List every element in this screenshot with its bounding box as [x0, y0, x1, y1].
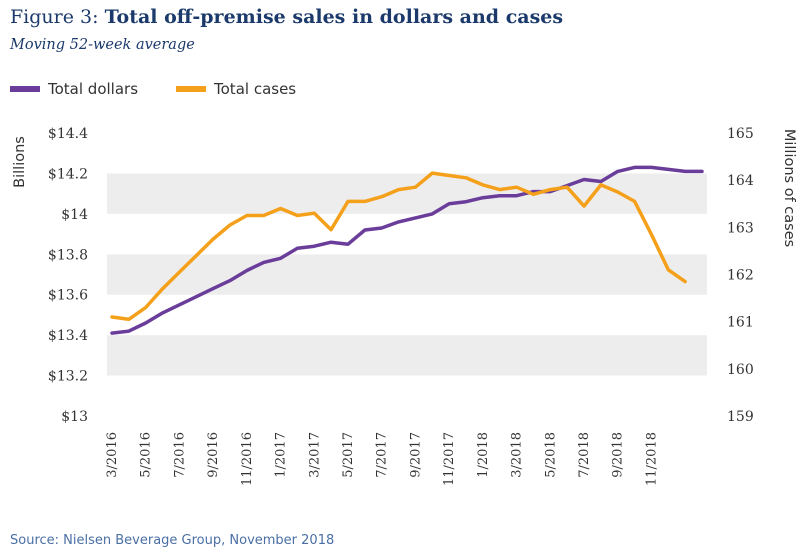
y-left-tick-label: $13.6	[48, 288, 88, 304]
y-left-tick-label: $14.4	[48, 126, 88, 142]
y-right-tick-label: 162	[727, 268, 754, 284]
chart-title: Figure 3: Total off-premise sales in dol…	[10, 6, 563, 28]
legend-swatch-cases	[176, 86, 207, 92]
y-axis-right-label: Millions of cases	[781, 129, 797, 247]
x-tick-label: 11/2016	[240, 432, 255, 486]
x-tick-label: 11/2018	[644, 432, 659, 486]
y-right-tick-label: 165	[727, 126, 754, 142]
x-tick-label: 11/2017	[442, 432, 457, 486]
x-tick-label: 9/2018	[611, 432, 626, 478]
y-axis-left: $13 $13.2 $13.4 $13.6 $13.8 $14 $14.2 $14.4	[48, 126, 88, 425]
y-left-tick-label: $14	[61, 207, 88, 223]
x-tick-label: 9/2017	[408, 432, 423, 478]
chart-subtitle: Moving 52-week average	[10, 37, 195, 53]
y-left-tick-label: $14.2	[48, 166, 88, 182]
legend-swatch-dollars	[10, 86, 40, 92]
y-left-tick-label: $13.2	[48, 369, 88, 385]
legend: Total dollars Total cases	[10, 80, 334, 98]
x-tick-label: 3/2018	[510, 432, 525, 478]
x-tick-label: 5/2017	[341, 432, 356, 478]
x-tick-label: 3/2016	[105, 432, 120, 478]
y-left-tick-label: $13.8	[48, 247, 88, 263]
y-left-tick-label: $13.4	[48, 328, 88, 344]
y-right-tick-label: 159	[727, 409, 754, 425]
line-chart: $13 $13.2 $13.4 $13.6 $13.8 $14 $14.2 $14.4 159…	[12, 126, 797, 486]
legend-item-dollars: Total dollars	[10, 80, 138, 98]
y-left-tick-label: $13	[61, 409, 88, 425]
source-note: Source: Nielsen Beverage Group, November…	[10, 533, 335, 548]
x-tick-label: 3/2017	[307, 432, 322, 478]
y-right-tick-label: 164	[727, 173, 754, 189]
grid-band	[107, 335, 707, 376]
series-line-cases	[110, 171, 687, 322]
legend-label-dollars: Total dollars	[48, 80, 139, 98]
series-line-dollars	[110, 165, 704, 335]
legend-item-cases: Total cases	[176, 80, 296, 98]
grid-band	[107, 254, 707, 295]
y-axis-left-label: Billions	[12, 136, 28, 188]
y-right-tick-label: 160	[727, 362, 754, 378]
y-right-tick-label: 161	[727, 315, 754, 331]
grid-band	[107, 173, 707, 214]
legend-label-cases: Total cases	[214, 80, 297, 98]
x-tick-label: 7/2018	[577, 432, 592, 478]
x-tick-label: 1/2017	[274, 432, 289, 478]
title-text: Total off-premise sales in dollars and c…	[104, 6, 564, 28]
grid-bands	[107, 133, 707, 416]
x-tick-label: 9/2016	[206, 432, 221, 478]
x-tick-label: 5/2018	[543, 432, 558, 478]
x-axis: 3/2016 5/2016 7/2016 9/2016 11/2016 1/2017 3/2…	[105, 432, 659, 486]
series-lines	[110, 165, 704, 335]
x-tick-label: 7/2017	[375, 432, 390, 478]
grid-band	[107, 133, 707, 174]
figure-number: Figure 3:	[10, 6, 99, 28]
x-tick-label: 7/2016	[172, 432, 187, 478]
grid-band	[107, 294, 707, 336]
x-tick-label: 5/2016	[139, 432, 154, 478]
y-right-tick-label: 163	[727, 220, 754, 236]
grid-band	[107, 375, 707, 416]
y-axis-right: 159 160 161 162 163 164 165	[727, 126, 754, 425]
x-tick-label: 1/2018	[476, 432, 491, 478]
